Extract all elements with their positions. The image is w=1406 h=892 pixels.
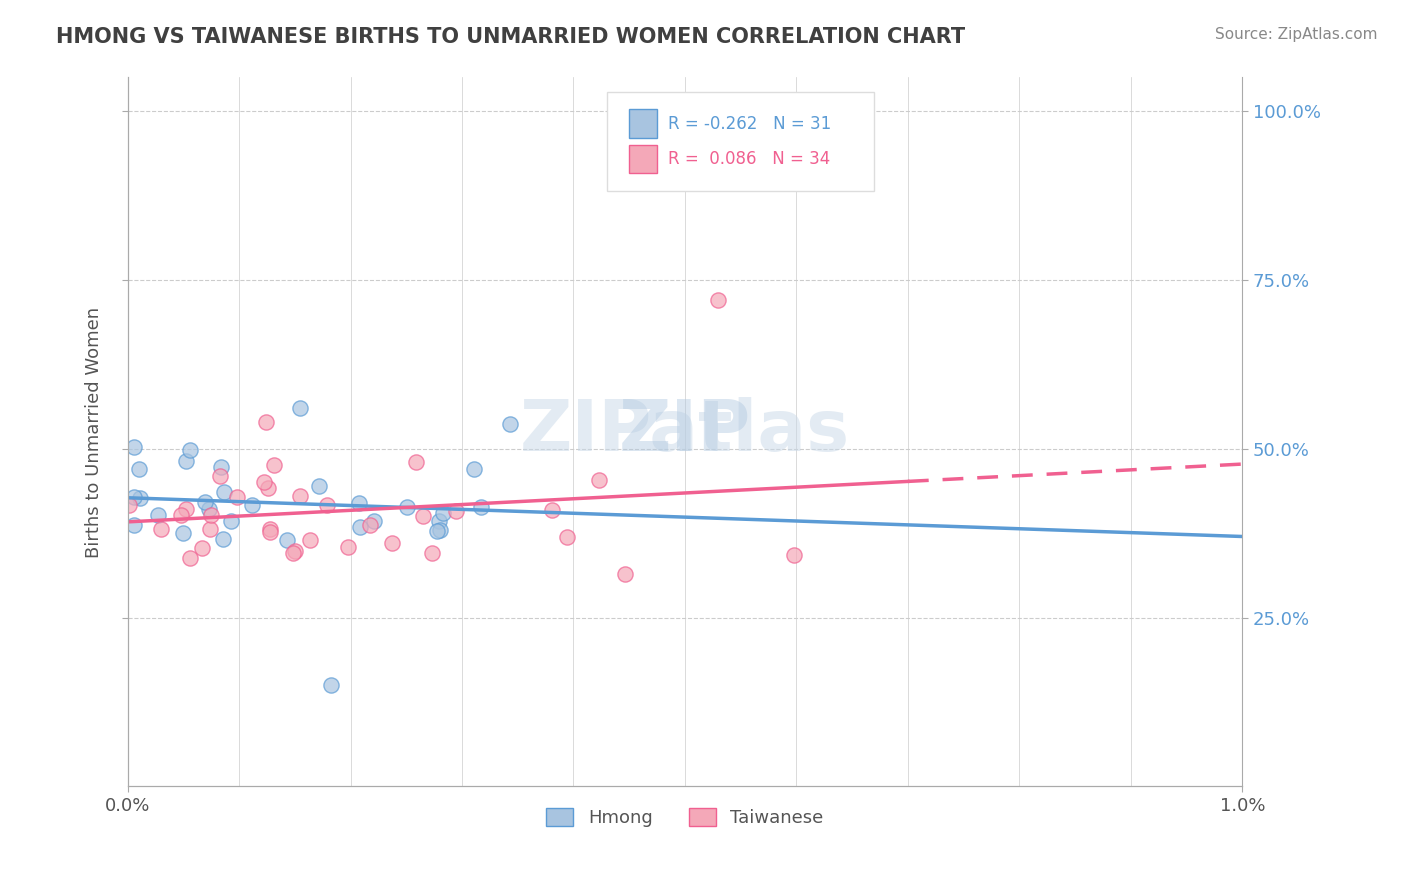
Point — [172, 525, 194, 540]
Point — [197, 501, 219, 516]
Text: ZIP: ZIP — [619, 398, 751, 467]
Point — [276, 533, 298, 547]
Text: R = -0.262   N = 31: R = -0.262 N = 31 — [668, 114, 831, 133]
Point — [208, 469, 231, 483]
Point — [284, 544, 307, 558]
Point — [321, 678, 343, 692]
Point — [363, 514, 385, 528]
Point — [124, 518, 146, 533]
Point — [555, 530, 578, 544]
Text: R =  0.086   N = 34: R = 0.086 N = 34 — [668, 150, 831, 168]
Point — [146, 508, 169, 523]
Point — [707, 293, 730, 308]
Point — [412, 508, 434, 523]
Point — [540, 503, 562, 517]
Point — [257, 481, 280, 495]
Point — [198, 522, 221, 536]
Text: Source: ZipAtlas.com: Source: ZipAtlas.com — [1215, 27, 1378, 42]
Point — [259, 525, 281, 540]
Point — [118, 499, 141, 513]
Point — [308, 479, 330, 493]
Point — [170, 508, 193, 523]
Bar — [630, 110, 657, 137]
Point — [194, 495, 217, 509]
Point — [179, 551, 201, 566]
Point — [359, 518, 381, 533]
Point — [290, 401, 312, 416]
Point — [253, 475, 276, 490]
Point — [347, 496, 370, 510]
Point — [316, 498, 339, 512]
Point — [432, 506, 454, 520]
Legend: Hmong, Taiwanese: Hmong, Taiwanese — [538, 800, 831, 834]
Point — [212, 485, 235, 500]
Point — [298, 533, 321, 547]
Point — [129, 491, 152, 505]
FancyBboxPatch shape — [607, 92, 875, 191]
Y-axis label: Births to Unmarried Women: Births to Unmarried Women — [86, 306, 103, 558]
Point — [149, 522, 172, 536]
Point — [124, 490, 146, 504]
Text: HMONG VS TAIWANESE BIRTHS TO UNMARRIED WOMEN CORRELATION CHART: HMONG VS TAIWANESE BIRTHS TO UNMARRIED W… — [56, 27, 966, 46]
Point — [470, 500, 492, 514]
Point — [221, 514, 243, 528]
Point — [225, 490, 247, 504]
Point — [498, 417, 520, 431]
Point — [429, 523, 451, 537]
Point — [174, 454, 197, 468]
Point — [191, 541, 214, 556]
Bar — [630, 145, 657, 173]
Point — [211, 532, 233, 546]
Point — [427, 514, 450, 528]
Point — [337, 540, 360, 554]
Point — [209, 460, 232, 475]
Point — [396, 500, 419, 515]
Point — [349, 520, 371, 534]
Text: ZIPatlas: ZIPatlas — [520, 398, 851, 467]
Point — [426, 524, 449, 538]
Point — [122, 440, 145, 454]
Point — [782, 548, 804, 562]
Point — [263, 458, 285, 472]
Point — [614, 567, 637, 582]
Point — [254, 415, 277, 429]
Point — [179, 443, 201, 458]
Point — [405, 455, 427, 469]
Point — [240, 498, 263, 512]
Point — [128, 462, 150, 476]
Point — [281, 545, 304, 559]
Point — [259, 522, 281, 536]
Point — [200, 508, 222, 523]
Point — [174, 502, 197, 516]
Point — [381, 536, 404, 550]
Point — [444, 503, 467, 517]
Point — [420, 546, 443, 560]
Point — [588, 473, 610, 487]
Point — [463, 462, 485, 476]
Point — [288, 489, 311, 503]
